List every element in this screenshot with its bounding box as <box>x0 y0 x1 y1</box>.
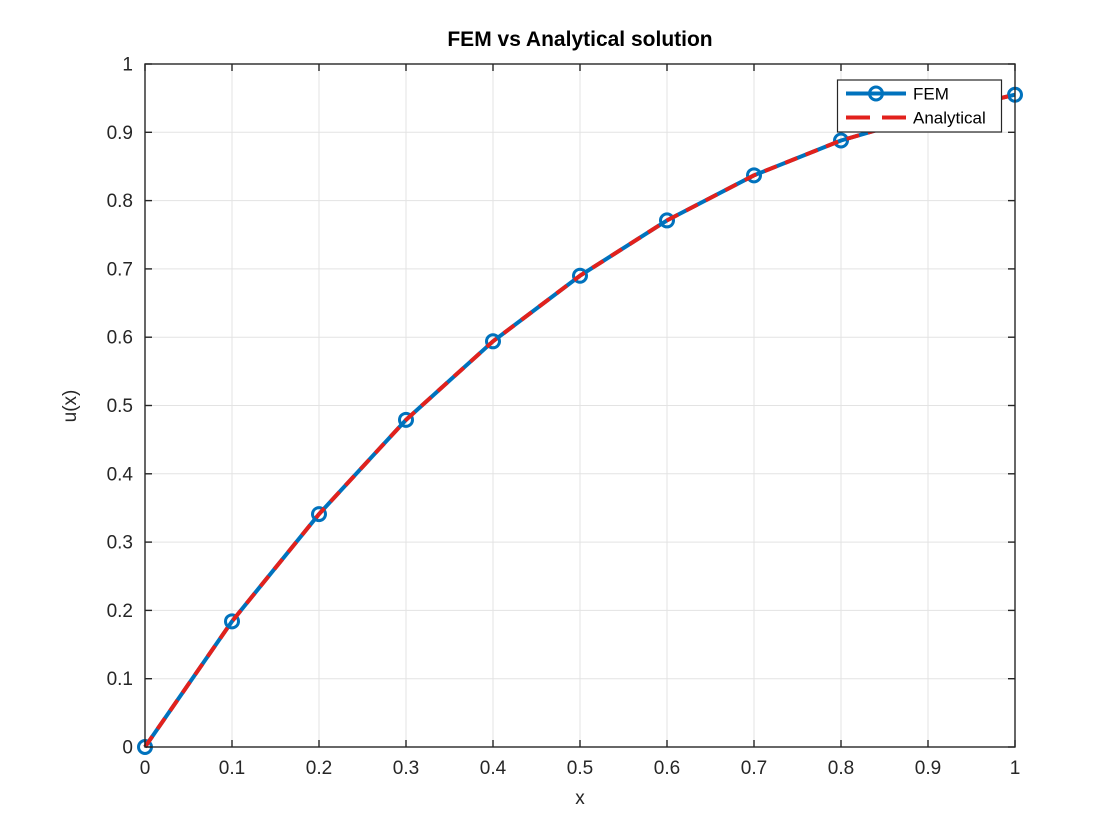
y-tick-label: 0.8 <box>107 191 133 212</box>
chart-title: FEM vs Analytical solution <box>447 28 712 51</box>
x-tick-label: 0.5 <box>567 758 593 779</box>
y-tick-label: 1 <box>122 55 133 76</box>
legend-label-fem: FEM <box>913 85 949 104</box>
legend-label-analytical: Analytical <box>913 109 986 128</box>
x-tick-label: 0.4 <box>480 758 507 779</box>
y-tick-label: 0.6 <box>107 328 133 349</box>
legend-entry-fem: FEM <box>846 85 949 104</box>
x-tick-label: 0.8 <box>828 758 854 779</box>
data-point-marker-fem <box>398 411 414 428</box>
y-tick-label: 0.2 <box>107 601 133 622</box>
x-tick-label: 0 <box>140 758 151 779</box>
x-tick-label: 0.6 <box>654 758 680 779</box>
y-tick-label: 0.7 <box>107 259 133 280</box>
data-point-marker-fem <box>572 267 588 284</box>
tick-labels: 0 0.1 0.2 0.3 0.4 0.5 0.6 0.7 0.8 0.9 1 0 0.1 0.2 0.3 0… <box>107 55 1021 780</box>
data-point-marker-fem <box>311 506 327 523</box>
y-tick-label: 0 <box>122 738 133 759</box>
x-tick-label: 0.2 <box>306 758 332 779</box>
y-tick-label: 0.1 <box>107 669 133 690</box>
x-tick-label: 1 <box>1010 758 1021 779</box>
y-tick-label: 0.9 <box>107 123 133 144</box>
data-point-marker-fem <box>659 212 675 229</box>
x-tick-label: 0.1 <box>219 758 245 779</box>
y-tick-label: 0.4 <box>107 464 134 485</box>
y-tick-label: 0.3 <box>107 533 133 554</box>
y-axis-label: u(x) <box>60 390 81 423</box>
data-point-marker-fem <box>224 613 240 630</box>
x-tick-label: 0.9 <box>915 758 941 779</box>
data-point-marker-fem <box>485 333 501 350</box>
legend-marker-fem-icon <box>868 85 884 102</box>
legend-box <box>836 79 1003 133</box>
data-point-marker-fem <box>746 167 762 184</box>
legend-entry-analytical: Analytical <box>846 109 986 128</box>
x-tick-label: 0.3 <box>393 758 419 779</box>
axes-box-and-ticks <box>144 63 1016 748</box>
x-tick-label: 0.7 <box>741 758 767 779</box>
x-axis-label: x <box>575 788 585 809</box>
y-tick-label: 0.5 <box>107 396 133 417</box>
grid-lines <box>145 64 1015 747</box>
legend: FEM Analytical <box>836 79 1003 133</box>
